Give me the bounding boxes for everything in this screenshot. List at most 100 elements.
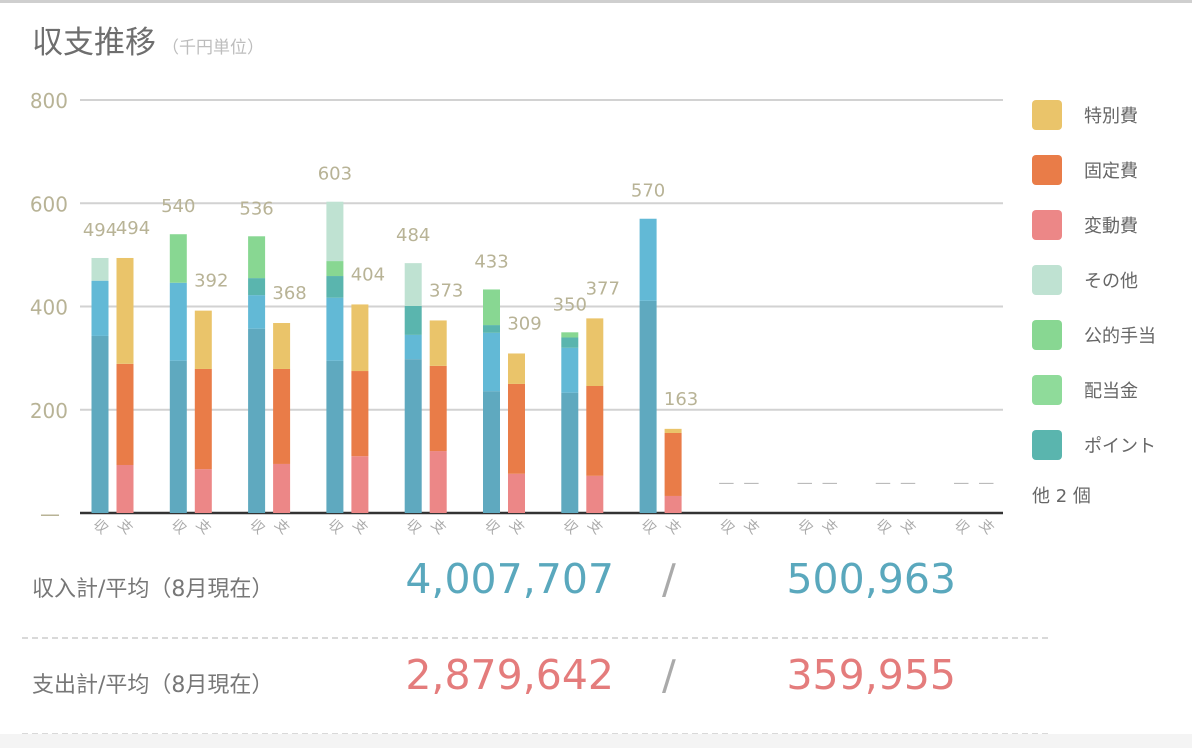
empty-income: —	[953, 473, 969, 492]
expense-bar-segment	[429, 320, 447, 366]
y-tick-label: —	[40, 502, 60, 526]
expense-total: 2,879,642	[405, 651, 614, 699]
expense-summary-row: 支出計/平均（8月現在） 2,879,642 / 359,955	[22, 637, 1048, 735]
x-tick-label: 支	[662, 516, 683, 537]
income-bar-segment	[561, 347, 579, 393]
x-tick-label: 支	[741, 516, 762, 537]
income-summary-row: 収入計/平均（8月現在） 4,007,707 / 500,963	[22, 541, 1048, 639]
income-total-label: 433	[474, 251, 508, 272]
x-tick-label: 収	[872, 516, 893, 537]
income-bar-segment	[169, 282, 187, 361]
legend-label: 配当金	[1084, 380, 1138, 402]
legend-item[interactable]: ポイント	[1032, 417, 1156, 472]
legend-swatch	[1032, 154, 1062, 185]
legend-item[interactable]: 配当金	[1032, 362, 1156, 417]
expense-bar-segment	[351, 456, 369, 513]
legend-item[interactable]: 変動費	[1032, 197, 1156, 252]
legend-label: 固定費	[1084, 160, 1138, 182]
legend-label: その他	[1084, 270, 1138, 292]
legend-label: 変動費	[1084, 215, 1138, 237]
legend-swatch	[1032, 209, 1062, 240]
expense-bar-segment	[273, 463, 291, 513]
expense-summary-label: 支出計/平均（8月現在）	[32, 673, 274, 698]
legend-item[interactable]: その他	[1032, 252, 1156, 307]
x-tick-label: 支	[819, 516, 840, 537]
income-total-label: 484	[396, 225, 430, 246]
income-total-label: 494	[83, 220, 117, 241]
x-tick-label: 収	[403, 516, 424, 537]
empty-expense: —	[822, 473, 838, 492]
income-total-label: 603	[318, 164, 352, 185]
income-bar-segment	[404, 305, 422, 335]
income-bar-segment	[91, 280, 109, 336]
separator: /	[662, 555, 676, 603]
legend: 特別費固定費変動費その他公的手当配当金ポイント 他 2 個	[1032, 87, 1156, 508]
income-bar-segment	[404, 334, 422, 360]
expense-bar-segment	[194, 310, 212, 369]
empty-income: —	[875, 473, 891, 492]
title-text: 収支推移	[32, 25, 156, 61]
x-tick-label: 支	[897, 516, 918, 537]
income-summary-label: 収入計/平均（8月現在）	[32, 577, 274, 602]
expense-bar-segment	[116, 257, 134, 364]
expense-bar-segment	[351, 371, 369, 457]
expense-bar-segment	[586, 318, 604, 387]
income-total-label: 536	[239, 198, 273, 219]
income-bar-segment	[639, 218, 657, 301]
expense-bar-segment	[194, 469, 212, 513]
income-bar-segment	[561, 392, 579, 513]
income-bar-segment	[561, 337, 579, 348]
x-tick-label: 収	[481, 516, 502, 537]
y-tick-label: 400	[30, 296, 68, 320]
x-tick-label: 支	[271, 516, 292, 537]
legend-item[interactable]: 特別費	[1032, 87, 1156, 142]
x-tick-label: 支	[349, 516, 370, 537]
x-tick-label: 収	[168, 516, 189, 537]
expense-bar-segment	[116, 464, 134, 513]
separator: /	[662, 651, 676, 699]
legend-item[interactable]: 固定費	[1032, 142, 1156, 197]
legend-item[interactable]: 公的手当	[1032, 307, 1156, 362]
income-bar-segment	[483, 391, 500, 513]
expense-bar-segment	[664, 428, 682, 433]
legend-swatch	[1032, 264, 1062, 295]
x-tick-label: 収	[716, 516, 737, 537]
expense-bar-segment	[351, 304, 369, 372]
income-bar-segment	[326, 201, 344, 262]
x-tick-label: 収	[89, 516, 110, 537]
legend-more[interactable]: 他 2 個	[1032, 486, 1091, 507]
x-tick-label: 収	[324, 516, 345, 537]
income-bar-segment	[404, 359, 422, 513]
y-tick-label: 600	[30, 192, 68, 216]
x-tick-label: 支	[584, 516, 605, 537]
x-tick-label: 支	[506, 516, 527, 537]
legend-swatch	[1032, 319, 1062, 350]
income-bar-segment	[248, 236, 266, 279]
chart-title: 収支推移 （千円単位）	[32, 17, 264, 62]
income-bar-segment	[169, 360, 187, 513]
expense-bar-segment	[194, 368, 212, 470]
empty-income: —	[797, 473, 813, 492]
footer-band	[0, 734, 1192, 748]
empty-expense: —	[900, 473, 916, 492]
expense-total-label: 373	[429, 280, 463, 301]
unit-label: （千円単位）	[162, 38, 264, 58]
expense-total-label: 494	[116, 218, 150, 239]
expense-total-label: 404	[351, 264, 385, 285]
income-bar-segment	[248, 295, 266, 329]
expense-bar-segment	[273, 323, 291, 369]
empty-expense: —	[743, 473, 759, 492]
y-tick-label: 200	[30, 399, 68, 423]
empty-income: —	[718, 473, 734, 492]
expense-bar-segment	[586, 386, 604, 476]
x-tick-label: 支	[193, 516, 214, 537]
expense-average: 359,955	[786, 651, 956, 699]
income-bar-segment	[483, 289, 500, 326]
income-total-label: 350	[553, 294, 587, 315]
x-tick-label: 支	[976, 516, 997, 537]
expense-bar-segment	[273, 368, 291, 464]
legend-label: 特別費	[1084, 105, 1138, 127]
legend-swatch	[1032, 374, 1062, 405]
expense-total-label: 368	[272, 283, 306, 304]
